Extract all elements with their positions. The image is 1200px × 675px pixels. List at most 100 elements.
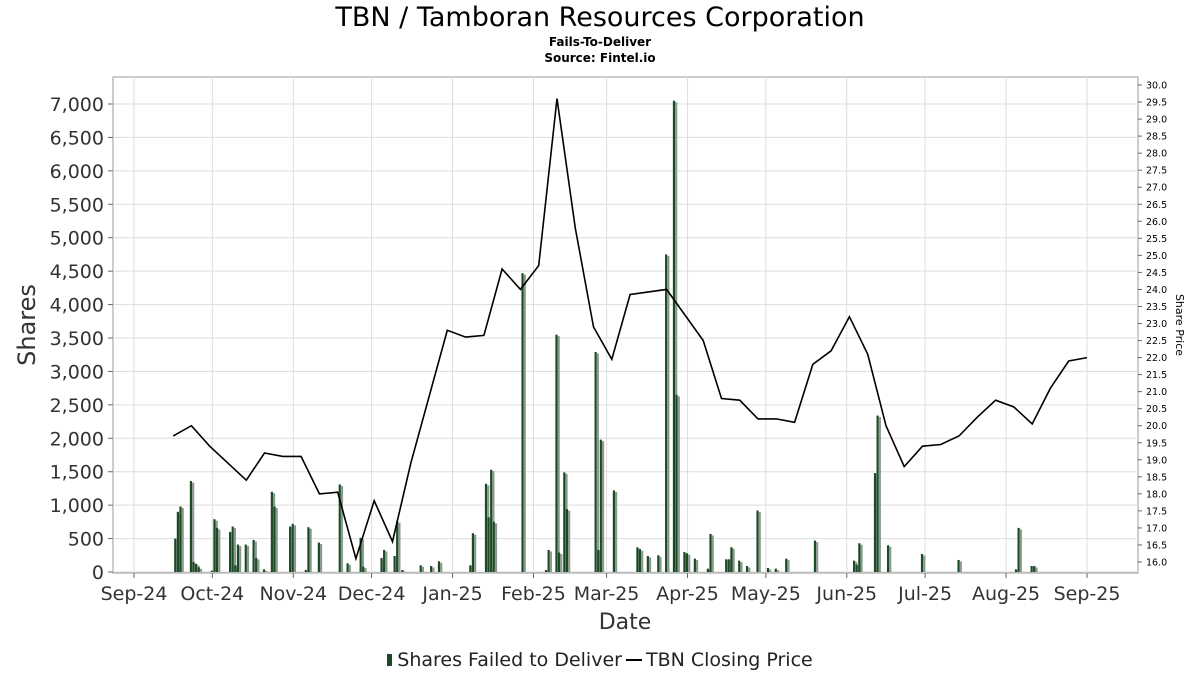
fail-bar [1017, 527, 1022, 572]
fail-bar [745, 565, 751, 572]
y2-tick-label: 26.5 [1146, 200, 1167, 211]
legend: Shares Failed to Deliver TBN Closing Pric… [0, 648, 1200, 671]
bar-front [675, 394, 678, 572]
y2-tick-label: 24.0 [1146, 285, 1167, 296]
y2-tick-label: 29.5 [1146, 98, 1167, 109]
bar-front [565, 509, 569, 572]
bar-front [192, 561, 195, 572]
bar-front [229, 531, 232, 572]
fail-bar [430, 565, 435, 572]
fail-bar [657, 555, 662, 572]
bar-front [234, 565, 237, 572]
y2-tick-label: 23.0 [1146, 319, 1167, 330]
bar-shade [403, 571, 406, 572]
bar-shade [474, 534, 477, 572]
bar-shade [568, 510, 571, 572]
plot-background [112, 76, 1139, 574]
x-tick-label: Jun-25 [815, 583, 877, 605]
x-tick-label: Apr-25 [656, 583, 719, 605]
bar-shade [218, 529, 221, 572]
bar-front [231, 526, 234, 572]
fail-bar [858, 543, 863, 572]
bar-front [419, 565, 422, 572]
bar-front [430, 565, 433, 572]
bar-front [657, 555, 660, 572]
fail-bar [774, 568, 780, 572]
bar-front [176, 511, 179, 572]
y2-tick-label: 27.0 [1146, 183, 1167, 194]
bar-front [785, 558, 788, 572]
y2-tick-label: 23.5 [1146, 302, 1167, 313]
bar-front [1030, 565, 1033, 572]
x-tick-label: Jan-25 [421, 583, 482, 605]
price-line [172, 98, 1088, 562]
y2-tick-label: 20.0 [1146, 421, 1167, 432]
fail-bar [693, 558, 699, 572]
bar-front [380, 557, 383, 572]
x-tick-label: May-25 [731, 583, 801, 605]
bar-shade [181, 507, 184, 572]
bar-front [359, 537, 362, 572]
bar-front [774, 568, 777, 572]
bar-shade [492, 471, 495, 572]
bar-front [437, 561, 441, 572]
bar-shade [233, 528, 237, 572]
y-tick-label: 4,000 [50, 295, 104, 317]
y2-tick-label: 25.5 [1146, 234, 1167, 245]
bar-front [766, 567, 770, 572]
chart-source: Source: Fintel.io [544, 51, 656, 65]
bar-front [636, 547, 639, 572]
fail-bar [419, 565, 425, 572]
y-tick-label: 3,500 [50, 328, 104, 350]
y2-tick-label: 28.0 [1146, 149, 1167, 160]
bar-shade [421, 566, 425, 572]
y2-tick-label: 18.5 [1146, 472, 1167, 483]
y2-tick-label: 20.5 [1146, 404, 1167, 415]
bar-front [665, 254, 668, 572]
bar-shade [348, 564, 351, 572]
bar-shade [923, 555, 926, 572]
bar-front [858, 543, 861, 572]
bar-front [813, 540, 817, 572]
bar-front [957, 559, 960, 572]
bar-front [730, 547, 733, 572]
bar-front [599, 439, 602, 572]
bar-front [1014, 569, 1018, 572]
bar-front [646, 555, 649, 572]
bar-shade [385, 551, 388, 572]
y2-axis: 16.0 16.5 17.0 17.5 18.0 18.5 19.0 19.5 20.0 20.5… [1138, 81, 1167, 569]
bar-front [393, 555, 396, 572]
fail-bar [401, 569, 406, 572]
bar-shade [648, 557, 652, 572]
fail-bar [685, 553, 691, 572]
fail-bar [197, 567, 203, 572]
y2-tick-label: 19.0 [1146, 455, 1167, 466]
bar-shade [748, 567, 751, 572]
y2-tick-label: 22.5 [1146, 336, 1167, 347]
bar-front [490, 469, 493, 572]
bar-front [273, 506, 276, 572]
fail-bar [255, 557, 260, 572]
fail-bar [709, 533, 714, 572]
bar-front [252, 539, 255, 572]
fail-bar [291, 523, 297, 572]
y2-tick-label: 26.0 [1146, 217, 1167, 228]
chart-subtitle: Fails-To-Deliver [548, 35, 652, 49]
bar-front [853, 560, 856, 572]
bar-shade [199, 568, 203, 572]
y-tick-label: 1,500 [50, 462, 104, 484]
bar-shade [1035, 567, 1038, 572]
bar-shade [816, 542, 819, 572]
bar-front [396, 521, 399, 572]
bar-front [886, 545, 890, 572]
fail-bar [813, 540, 819, 572]
bar-shade [309, 528, 312, 572]
fail-bar [383, 549, 388, 572]
bar-shade [549, 551, 552, 572]
x-tick-label: Oct-24 [180, 583, 244, 605]
fail-bar [886, 545, 892, 572]
bar-front [236, 544, 240, 572]
fail-bar [599, 439, 605, 572]
y-tick-label: 3,000 [50, 361, 104, 383]
bar-shade [959, 561, 962, 572]
